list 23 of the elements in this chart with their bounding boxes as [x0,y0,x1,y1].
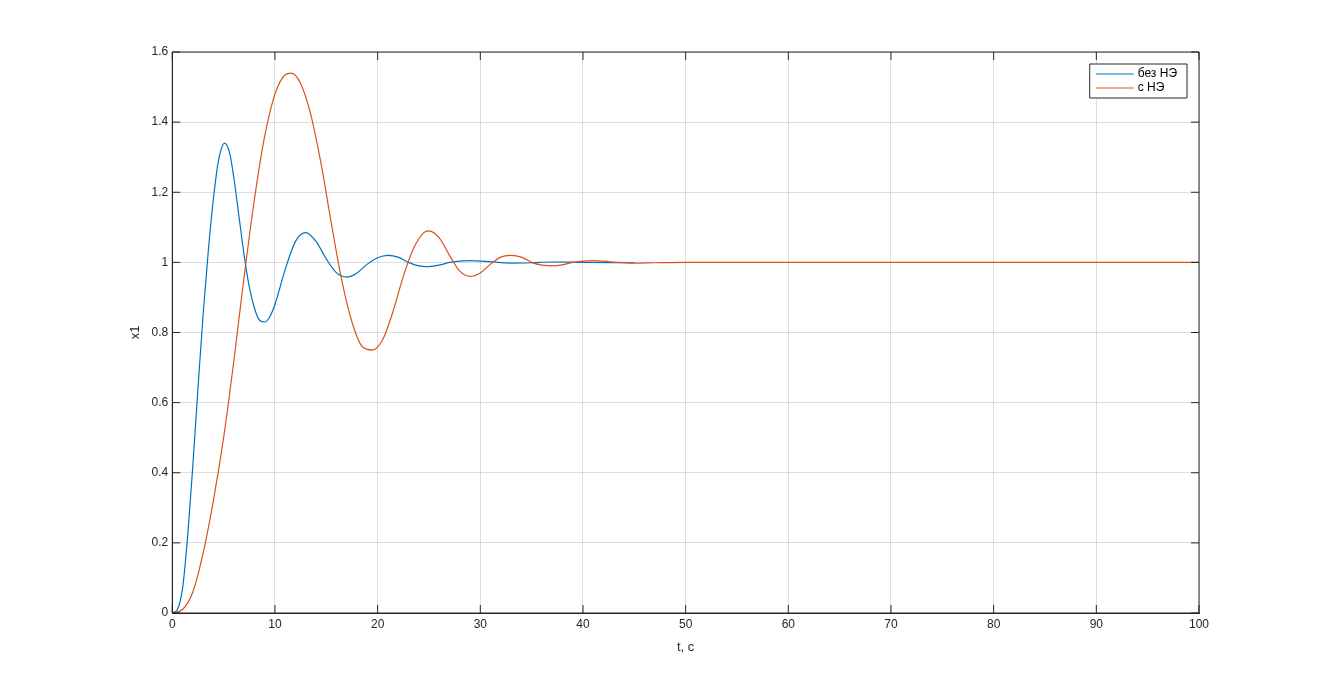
x-tick-label: 100 [1188,616,1210,631]
legend-label: с НЭ [1137,80,1165,95]
y-tick-label: 0.6 [151,394,169,409]
x-tick-label: 90 [1089,616,1104,631]
x-axis-title: t, c [676,638,695,654]
x-tick-label: 10 [268,616,282,631]
y-tick-label: 1.4 [151,114,169,129]
legend-label: без НЭ [1137,66,1178,81]
y-tick-label: 1.6 [151,44,169,59]
y-tick-label: 0.4 [151,465,169,480]
y-tick-label: 0.8 [151,324,169,339]
x-tick-label: 20 [370,616,385,631]
x-tick-label: 50 [678,616,693,631]
x-tick-label: 60 [781,616,796,631]
x-tick-label: 70 [884,616,898,631]
y-tick-label: 1.2 [151,184,169,199]
x-tick-label: 30 [473,616,488,631]
y-tick-label: 1 [161,254,169,269]
y-axis-title: x1 [127,325,143,340]
x-tick-label: 40 [576,616,590,631]
y-tick-label: 0 [161,605,169,620]
x-tick-label: 80 [986,616,1001,631]
y-tick-label: 0.2 [151,535,169,550]
